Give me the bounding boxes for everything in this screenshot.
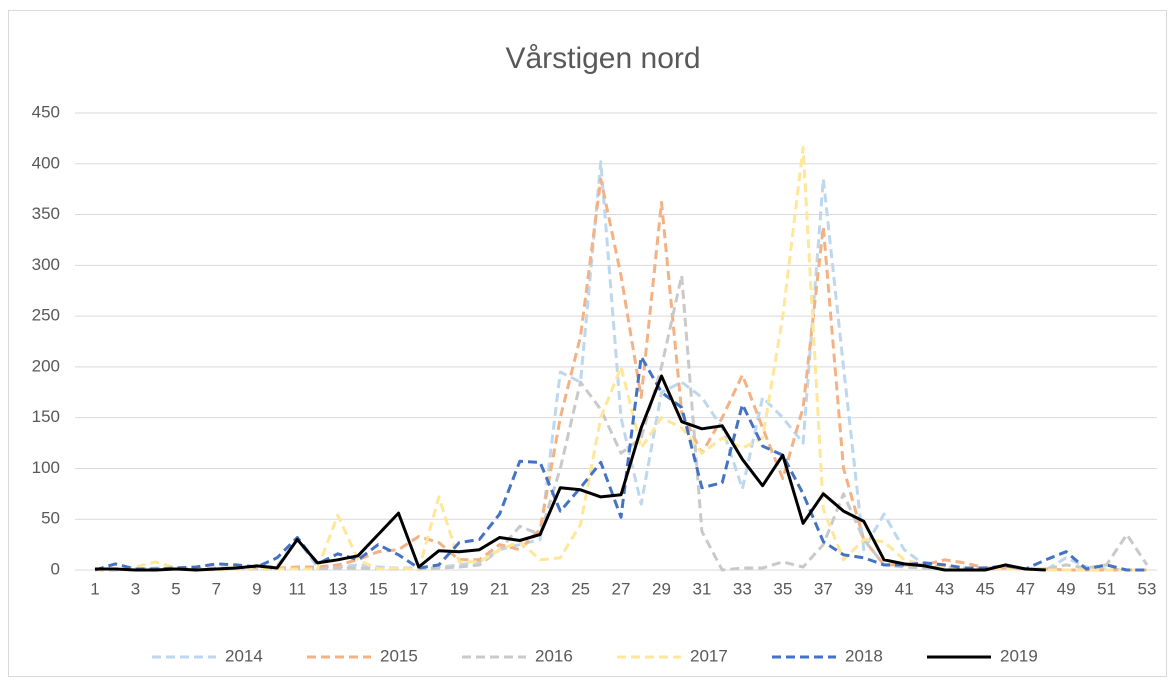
legend-label: 2018 (845, 646, 883, 665)
series-line (95, 374, 1046, 572)
x-tick-label: 9 (252, 579, 261, 598)
series-line (94, 355, 1147, 572)
x-tick-label: 25 (571, 579, 590, 598)
x-tick-label: 7 (212, 579, 221, 598)
x-tick-label: 33 (733, 579, 752, 598)
y-tick-label: 350 (32, 204, 60, 223)
y-tick-label: 50 (41, 509, 60, 528)
chart-border (8, 10, 1167, 677)
legend-label: 2019 (1000, 646, 1038, 665)
x-tick-label: 51 (1097, 579, 1116, 598)
y-tick-label: 150 (32, 407, 60, 426)
y-tick-label: 200 (32, 356, 60, 375)
x-tick-label: 17 (409, 579, 428, 598)
y-tick-label: 0 (51, 559, 60, 578)
x-tick-label: 3 (131, 579, 140, 598)
y-tick-label: 250 (32, 306, 60, 325)
x-tick-label: 5 (171, 579, 180, 598)
x-tick-label: 27 (612, 579, 631, 598)
x-tick-label: 1 (90, 579, 99, 598)
y-tick-label: 100 (32, 458, 60, 477)
legend-label: 2014 (225, 646, 263, 665)
x-tick-label: 11 (288, 579, 306, 598)
x-tick-label: 21 (490, 579, 509, 598)
x-tick-label: 37 (814, 579, 833, 598)
chart-title: Vårstigen nord (505, 42, 700, 75)
y-tick-label: 400 (32, 153, 60, 172)
x-tick-label: 15 (369, 579, 388, 598)
legend-label: 2017 (690, 646, 728, 665)
x-tick-label: 31 (692, 579, 711, 598)
x-tick-label: 47 (1016, 579, 1035, 598)
x-tick-label: 19 (450, 579, 469, 598)
x-tick-label: 45 (976, 579, 995, 598)
x-tick-label: 43 (935, 579, 954, 598)
x-tick-label: 53 (1138, 579, 1157, 598)
legend-label: 2016 (535, 646, 573, 665)
x-tick-label: 13 (328, 579, 347, 598)
x-tick-label: 41 (895, 579, 914, 598)
x-tick-label: 23 (531, 579, 550, 598)
x-tick-label: 35 (773, 579, 792, 598)
y-tick-label: 300 (32, 255, 60, 274)
y-tick-label: 450 (32, 102, 60, 121)
x-tick-label: 49 (1057, 579, 1076, 598)
legend-label: 2015 (380, 646, 418, 665)
x-tick-label: 29 (652, 579, 671, 598)
x-tick-label: 39 (854, 579, 873, 598)
